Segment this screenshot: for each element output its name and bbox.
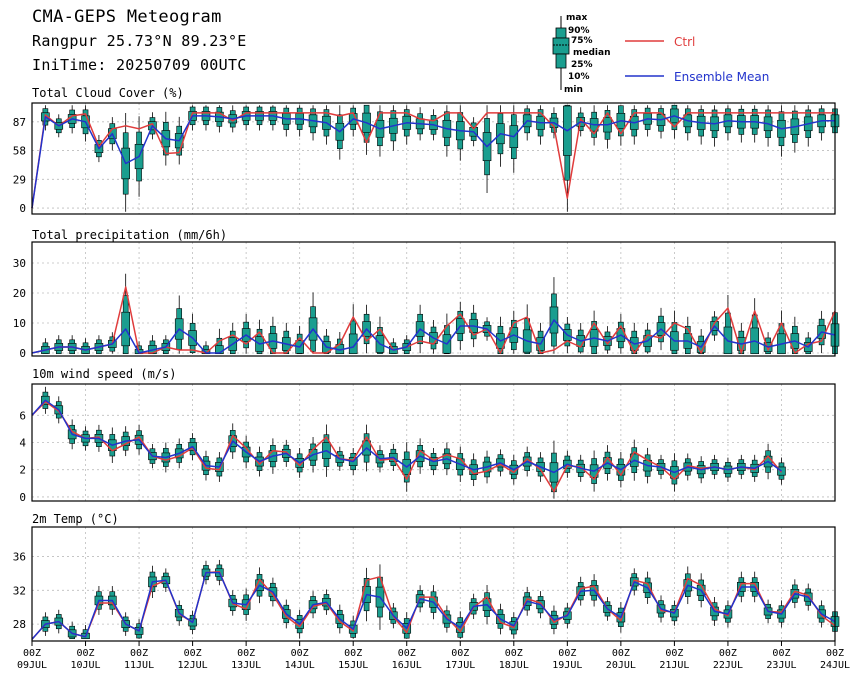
panel-1: 0 10 20 30 [13, 241, 840, 360]
panel-title-temp: 2m Temp (°C) [32, 512, 119, 526]
legend-label-min: min [564, 85, 583, 95]
panel-2: 0 2 4 6 [19, 383, 836, 504]
panel-frame [31, 102, 836, 215]
x-tick-date: 11JUL [124, 660, 154, 671]
init-time-label: IniTime: 20250709 00UTC [32, 56, 247, 74]
x-tick-hour: 00Z [719, 648, 737, 659]
x-tick-hour: 00Z [237, 648, 255, 659]
x-tick-hour: 00Z [612, 648, 630, 659]
box-inner [348, 333, 358, 355]
y-tick-label: 10 [13, 317, 26, 330]
x-tick-date: 09JUL [17, 660, 47, 671]
x-tick-date: 12JUL [178, 660, 208, 671]
ctrl-line [31, 112, 835, 209]
y-tick-label: 6 [19, 409, 26, 422]
y-tick-label: 20 [13, 287, 26, 300]
panel-frame [31, 526, 836, 642]
y-tick-label: 2 [19, 464, 26, 477]
x-tick-date: 17JUL [445, 660, 475, 671]
legend-label-10: 10% [568, 72, 590, 82]
x-tick-date: 24JUL [820, 660, 850, 671]
legend-label-90: 90% [568, 26, 590, 36]
y-tick-label: 58 [13, 145, 26, 158]
x-tick-date: 14JUL [285, 660, 315, 671]
panel-title-wind: 10m wind speed (m/s) [32, 367, 177, 381]
y-tick-label: 0 [19, 347, 26, 360]
x-axis: 00Z09JUL00Z10JUL00Z11JUL00Z12JUL00Z13JUL… [17, 641, 850, 671]
panel-frame [31, 241, 836, 357]
x-tick-hour: 00Z [23, 648, 41, 659]
panel-frame [31, 383, 836, 502]
y-tick-label: 4 [19, 437, 26, 450]
x-tick-hour: 00Z [291, 648, 309, 659]
y-tick-label: 28 [13, 618, 26, 631]
panel-title-precip: Total precipitation (mm/6h) [32, 228, 228, 242]
x-tick-hour: 00Z [772, 648, 790, 659]
legend-label-25: 25% [571, 60, 593, 70]
y-tick-label: 87 [13, 116, 26, 129]
x-tick-date: 10JUL [70, 660, 100, 671]
chart-panels: 0 29 58 87 0 10 20 30 0 2 4 6 28 32 36 [13, 102, 840, 642]
x-tick-hour: 00Z [505, 648, 523, 659]
y-tick-label: 0 [19, 491, 26, 504]
x-tick-hour: 00Z [184, 648, 202, 659]
legend-box-outer-lower [555, 53, 567, 69]
x-tick-date: 13JUL [231, 660, 261, 671]
x-tick-hour: 00Z [130, 648, 148, 659]
x-tick-date: 21JUL [659, 660, 689, 671]
boxplot-legend: max 90% 75% median 25% 10% min [552, 13, 611, 95]
x-tick-hour: 00Z [451, 648, 469, 659]
ctrl-line [31, 400, 783, 493]
mean-line [31, 571, 836, 640]
x-tick-date: 18JUL [499, 660, 529, 671]
legend-label-75: 75% [571, 36, 593, 46]
panel-0: 0 29 58 87 [13, 102, 840, 215]
y-tick-label: 30 [13, 257, 26, 270]
x-tick-hour: 00Z [665, 648, 683, 659]
meteogram-title: CMA-GEPS Meteogram [32, 7, 222, 27]
x-tick-date: 16JUL [392, 660, 422, 671]
x-tick-date: 19JUL [552, 660, 582, 671]
x-tick-hour: 00Z [558, 648, 576, 659]
mean-line [31, 399, 782, 474]
line-legend: Ctrl Ensemble Mean [625, 35, 769, 84]
legend-mean-label: Ensemble Mean [674, 70, 769, 84]
mean-line [31, 319, 836, 354]
legend-box-inner [552, 37, 570, 55]
x-tick-hour: 00Z [398, 648, 416, 659]
x-tick-hour: 00Z [77, 648, 95, 659]
x-tick-date: 15JUL [338, 660, 368, 671]
legend-ctrl-label: Ctrl [674, 35, 695, 49]
x-tick-date: 23JUL [766, 660, 796, 671]
x-tick-hour: 00Z [344, 648, 362, 659]
legend-label-median: median [573, 48, 611, 58]
legend-label-max: max [566, 13, 587, 23]
mean-line [31, 115, 835, 209]
location-label: Rangpur 25.73°N 89.23°E [32, 32, 247, 50]
y-tick-label: 32 [13, 584, 26, 597]
x-tick-hour: 00Z [826, 648, 844, 659]
x-tick-date: 20JUL [606, 660, 636, 671]
panel-title-cloud: Total Cloud Cover (%) [32, 86, 184, 100]
y-tick-label: 0 [19, 202, 26, 215]
y-tick-label: 29 [13, 173, 26, 186]
x-tick-date: 22JUL [713, 660, 743, 671]
legend-box-outer-upper [555, 27, 567, 39]
y-tick-label: 36 [13, 551, 26, 564]
panel-3: 28 32 36 [13, 526, 840, 642]
